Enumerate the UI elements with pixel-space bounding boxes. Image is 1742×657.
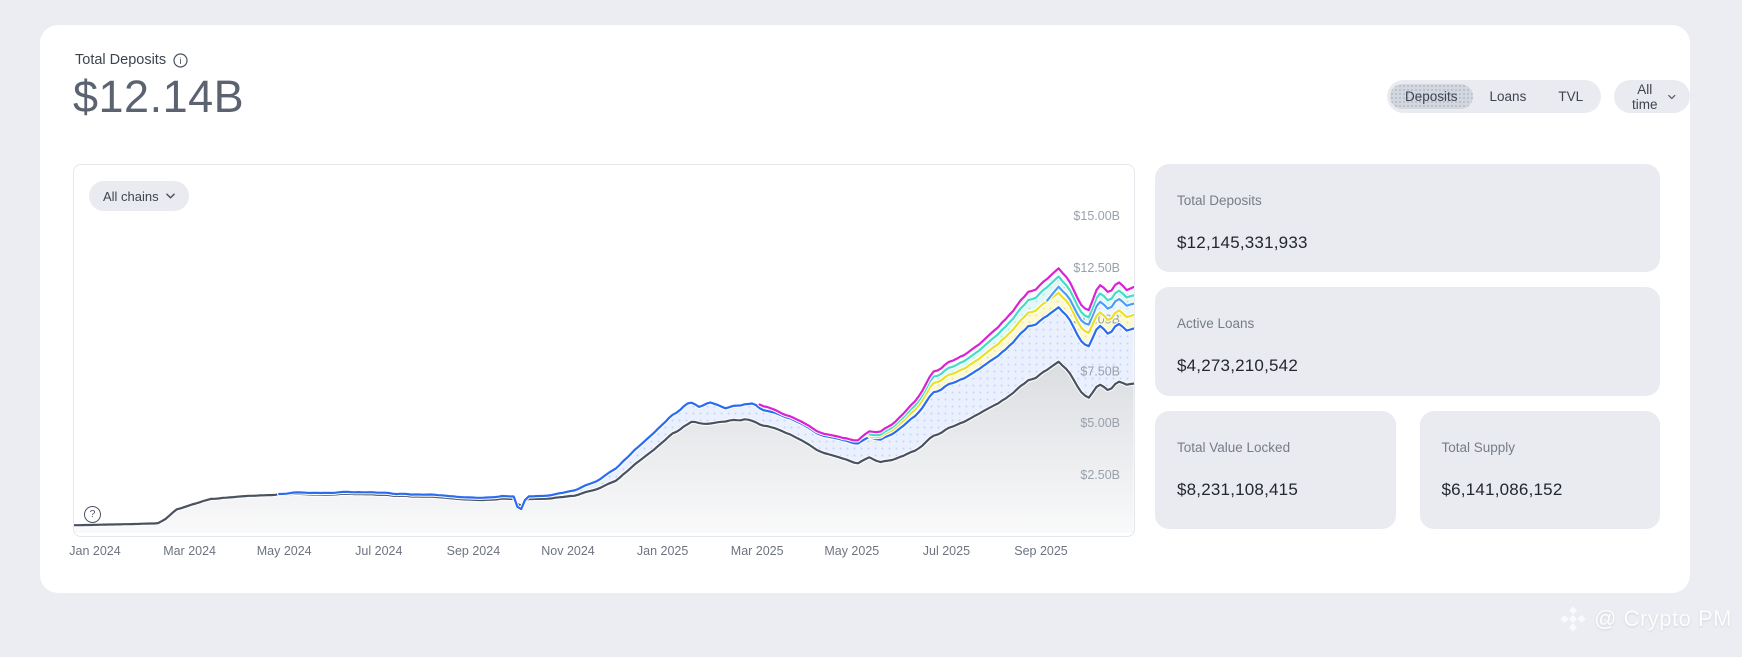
watermark-text: @ Crypto PM bbox=[1594, 606, 1732, 631]
metric-tab-group: Deposits Loans TVL bbox=[1387, 80, 1602, 113]
chart-plot[interactable]: $15.00B$12.50B$10.00B$7.50B$5.00B$2.50B bbox=[74, 165, 1134, 536]
chevron-down-icon bbox=[1668, 94, 1676, 99]
line-yellow bbox=[868, 291, 1134, 439]
x-tick-label: Jul 2024 bbox=[355, 544, 403, 558]
y-tick-label: $12.50B bbox=[1073, 261, 1120, 275]
stat-value: $4,273,210,542 bbox=[1177, 356, 1298, 375]
time-range-label: All time bbox=[1632, 81, 1658, 112]
x-tick-label: May 2024 bbox=[256, 544, 312, 558]
chain-filter-dropdown[interactable]: All chains bbox=[89, 181, 189, 211]
total-deposits-value: $12.14B bbox=[73, 71, 245, 122]
y-tick-label: $5.00B bbox=[1080, 416, 1120, 430]
x-tick-label: Mar 2024 bbox=[163, 544, 216, 558]
line-lightblue bbox=[1046, 285, 1134, 326]
stat-label: Active Loans bbox=[1177, 316, 1255, 331]
x-tick-label: May 2025 bbox=[824, 544, 880, 558]
line-teal bbox=[868, 275, 1134, 437]
tab-deposits[interactable]: Deposits bbox=[1390, 84, 1473, 109]
stat-value: $12,145,331,933 bbox=[1177, 233, 1308, 252]
chevron-down-icon bbox=[165, 193, 175, 199]
chart-x-axis: Jan 2024 Mar 2024 May 2024 Jul 2024 Sep 2024… bbox=[69, 544, 1135, 562]
stat-value: $8,231,108,415 bbox=[1177, 480, 1298, 499]
chain-filter-label: All chains bbox=[103, 188, 159, 204]
stat-label: Total Supply bbox=[1441, 440, 1516, 455]
x-tick-label: Sep 2024 bbox=[446, 544, 501, 558]
stat-label: Total Deposits bbox=[1177, 193, 1262, 208]
chart-panel: $15.00B $12.50B $10.00B $7.50B $5.00B $2.50B … bbox=[73, 164, 1135, 537]
x-tick-label: Sep 2025 bbox=[1014, 544, 1068, 558]
x-tick-label: Jul 2025 bbox=[922, 544, 971, 558]
header-controls: Deposits Loans TVL All time bbox=[1387, 80, 1690, 113]
x-tick-label: Nov 2024 bbox=[541, 544, 595, 558]
main-card: Total Deposits i $12.14B Deposits Loans TV… bbox=[40, 25, 1690, 593]
stats-cards: Total Deposits $12,145,331,933 Active Loan… bbox=[1155, 164, 1660, 529]
time-range-dropdown[interactable]: All time bbox=[1614, 80, 1690, 113]
area-under-gray bbox=[74, 361, 1134, 533]
stat-value: $6,141,086,152 bbox=[1441, 480, 1563, 499]
diamond-logo-icon bbox=[1560, 606, 1586, 632]
page-title: Total Deposits bbox=[75, 52, 167, 68]
help-icon[interactable]: ? bbox=[84, 506, 101, 523]
y-tick-label: $15.00B bbox=[1073, 209, 1120, 223]
svg-text:i: i bbox=[180, 55, 182, 66]
stat-card-total-value-locked: Total Value Locked $8,231,108,415 bbox=[1155, 411, 1396, 529]
watermark: @ Crypto PM bbox=[1560, 606, 1732, 632]
y-tick-label: $2.50B bbox=[1080, 468, 1120, 482]
page-title-row: Total Deposits i bbox=[75, 52, 188, 68]
stat-card-total-deposits: Total Deposits $12,145,331,933 bbox=[1155, 164, 1660, 272]
tab-loans[interactable]: Loans bbox=[1489, 89, 1527, 104]
line-magenta bbox=[758, 267, 1134, 442]
y-tick-label: $7.50B bbox=[1080, 364, 1120, 378]
stat-card-total-supply: Total Supply $6,141,086,152 bbox=[1419, 411, 1660, 529]
x-tick-label: Jan 2025 bbox=[636, 544, 689, 558]
info-icon[interactable]: i bbox=[173, 52, 188, 68]
stat-card-active-loans: Active Loans $4,273,210,542 bbox=[1155, 287, 1660, 396]
stat-label: Total Value Locked bbox=[1177, 440, 1291, 455]
tab-tvl[interactable]: TVL bbox=[1558, 89, 1584, 104]
x-tick-label: Mar 2025 bbox=[730, 544, 784, 558]
line-blue bbox=[278, 306, 1134, 511]
line-gray bbox=[74, 360, 1134, 527]
x-tick-label: Jan 2024 bbox=[69, 544, 121, 558]
